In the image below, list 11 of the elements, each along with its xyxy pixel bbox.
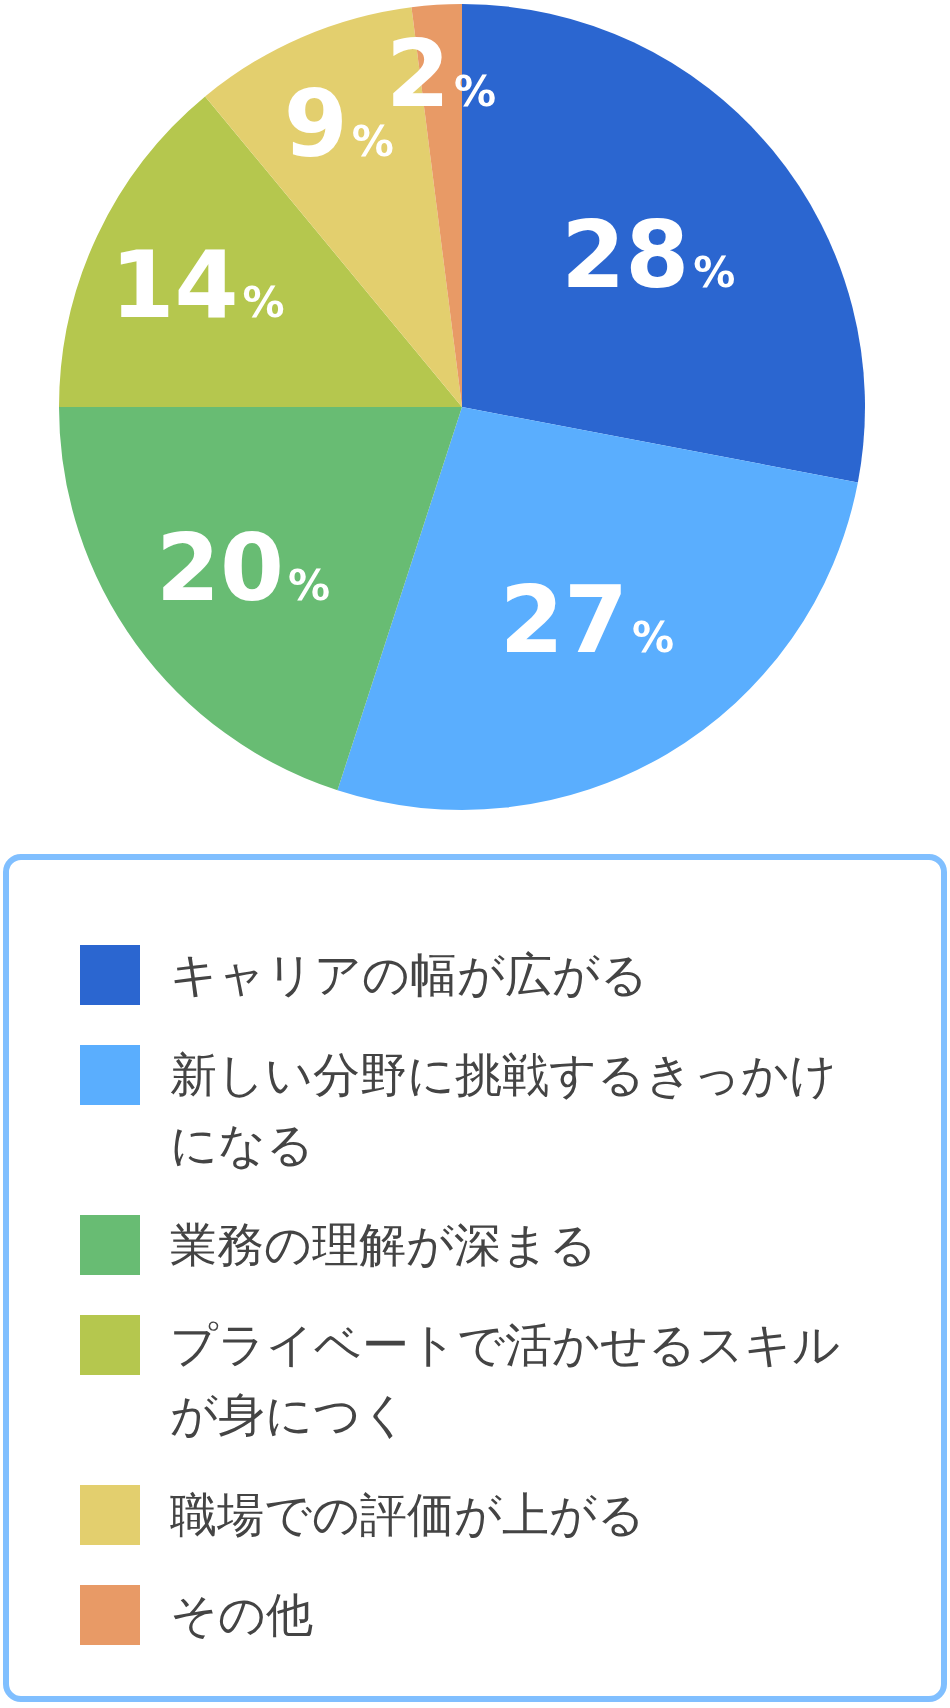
data-label: 9% <box>283 71 394 179</box>
data-label: 27% <box>499 567 674 675</box>
legend-label: その他 <box>170 1586 314 1644</box>
legend-label: 新しい分野に挑戦するきっかけになる <box>170 1046 838 1174</box>
legend-label: 職場での評価が上がる <box>170 1486 646 1544</box>
legend-label: キャリアの幅が広がる <box>170 946 649 1004</box>
data-label: 20% <box>156 515 331 623</box>
data-label: 28% <box>561 201 736 309</box>
legend-label: プライベートで活かせるスキルが身につく <box>170 1316 841 1444</box>
legend-label: 業務の理解が深まる <box>170 1216 598 1274</box>
data-label: 14% <box>110 231 285 339</box>
